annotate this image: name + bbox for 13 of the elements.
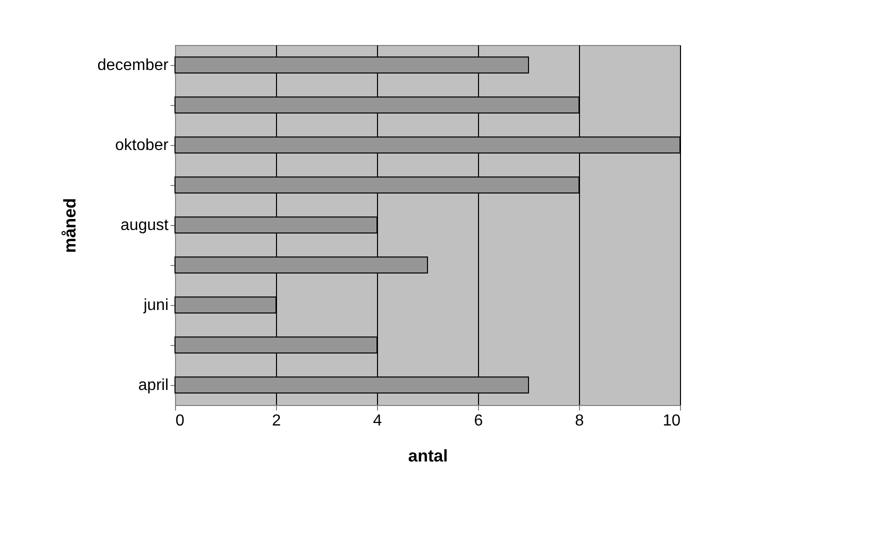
x-tick-label: 8 [575, 412, 584, 430]
x-tick-label: 2 [272, 412, 282, 430]
x-tick-label: 6 [474, 412, 484, 430]
y-axis-title: måned [60, 198, 80, 253]
y-tick-label: juni [142, 297, 168, 314]
x-tick-label: 0 [176, 412, 184, 430]
y-tick-label: december [97, 57, 170, 74]
y-tick-label: oktober [115, 137, 170, 154]
y-tick-label: august [120, 217, 170, 234]
y-tick-label: april [138, 377, 168, 394]
x-axis-title: antal [408, 446, 448, 466]
x-tick-label: 10 [662, 412, 681, 430]
x-tick-label: 4 [373, 412, 382, 430]
